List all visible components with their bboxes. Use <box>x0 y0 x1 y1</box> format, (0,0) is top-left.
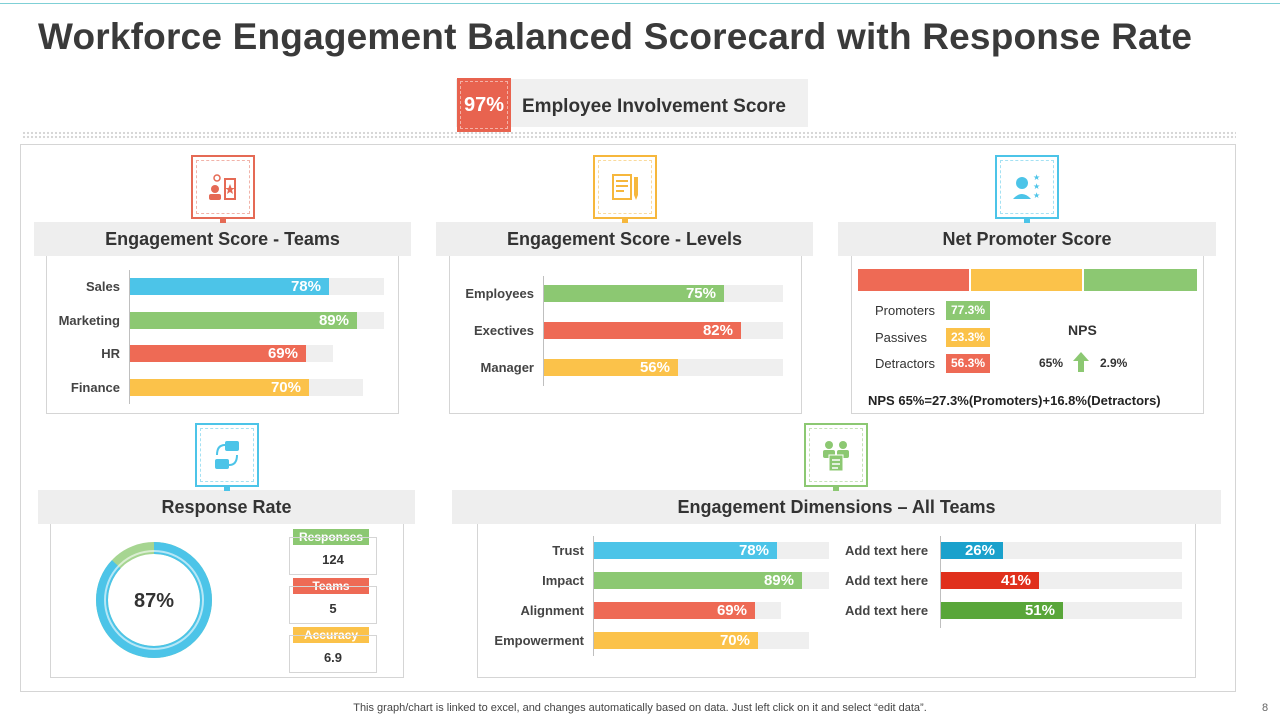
levels-category-label: Manager <box>480 360 534 375</box>
nps-category-value: 23.3% <box>946 327 990 347</box>
dimensions-secondary-bar: 26% <box>941 542 1003 559</box>
dimensions-bar: 89% <box>594 572 802 589</box>
nps-stack-segment <box>858 269 971 291</box>
svg-text:★: ★ <box>1033 182 1040 191</box>
dimensions-bar: 70% <box>594 632 758 649</box>
teams-bar: 78% <box>130 278 329 295</box>
page-title: Workforce Engagement Balanced Scorecard … <box>38 16 1193 57</box>
footer-note: This graph/chart is linked to excel, and… <box>353 702 927 714</box>
scorecard-frame <box>20 144 1236 692</box>
nps-label: NPS <box>1068 322 1097 338</box>
levels-axis <box>543 276 544 386</box>
dimensions-category-label: Empowerment <box>494 633 584 648</box>
nps-category-label: Passives <box>875 329 928 345</box>
dimensions-axis <box>593 536 594 656</box>
teams-bar: 70% <box>130 378 309 396</box>
top-rule <box>0 3 1280 4</box>
involvement-score-label: Employee Involvement Score <box>522 96 786 117</box>
teams-category-label: Marketing <box>58 312 120 328</box>
page-number: 8 <box>1262 702 1269 714</box>
levels-icon-stem <box>622 217 628 223</box>
customer-rating-icon: ★ ★ ★ <box>995 155 1059 219</box>
dimensions-secondary-bar: 51% <box>941 602 1063 619</box>
teams-icon-stem <box>220 217 226 223</box>
teams-value: 5 <box>289 586 377 624</box>
dimensions-secondary-axis <box>940 536 941 628</box>
dimensions-category-label: Trust <box>552 543 584 558</box>
nps-heading: Net Promoter Score <box>838 222 1216 256</box>
nps-formula: NPS 65%=27.3%(Promoters)+16.8%(Detractor… <box>868 393 1161 408</box>
teams-heading: Engagement Score - Teams <box>34 222 411 256</box>
levels-category-label: Employees <box>465 286 534 301</box>
dimensions-secondary-category-label: Add text here <box>845 543 929 558</box>
teams-category-label: Finance <box>70 379 120 395</box>
response-icon-stem <box>224 485 230 491</box>
dimensions-secondary-category-label: Add text here <box>845 573 929 588</box>
document-pen-icon <box>593 155 657 219</box>
donut-center-label: 87% <box>133 590 175 612</box>
nps-category-label: Detractors <box>875 356 935 371</box>
involvement-banner <box>456 79 808 127</box>
levels-bar: 75% <box>544 285 724 302</box>
teams-axis <box>129 270 130 404</box>
nps-stack-segment <box>971 269 1084 291</box>
nps-category-value: 77.3% <box>946 301 990 320</box>
donut-response-arc <box>96 542 212 658</box>
dimensions-secondary-bar: 41% <box>941 572 1039 589</box>
response-heading: Response Rate <box>38 490 415 524</box>
involvement-score-badge: 97% <box>457 78 511 132</box>
levels-bar: 82% <box>544 322 741 339</box>
dimensions-category-label: Impact <box>542 573 584 588</box>
nps-value: 65% <box>1039 356 1064 370</box>
svg-text:★: ★ <box>1033 191 1040 200</box>
nps-category-value: 56.3% <box>946 354 990 373</box>
team-award-icon <box>191 155 255 219</box>
teams-category-label: HR <box>101 346 120 361</box>
teams-bar: 89% <box>130 311 357 329</box>
levels-heading: Engagement Score - Levels <box>436 222 813 256</box>
responses-value: 124 <box>289 537 377 575</box>
dimensions-bar: 78% <box>594 542 777 559</box>
nps-icon-stem <box>1024 217 1030 223</box>
chat-exchange-icon <box>195 423 259 487</box>
dotted-divider <box>22 131 1236 139</box>
dimensions-icon-stem <box>833 485 839 491</box>
up-arrow-icon <box>1073 352 1089 372</box>
team-document-icon <box>804 423 868 487</box>
teams-category-label: Sales <box>86 279 120 294</box>
teams-bar: 69% <box>130 345 306 362</box>
levels-bar: 56% <box>544 359 678 376</box>
dimensions-category-label: Alignment <box>520 603 584 618</box>
dimensions-secondary-category-label: Add text here <box>845 603 929 618</box>
accuracy-value: 6.9 <box>289 635 377 673</box>
levels-category-label: Exectives <box>474 323 534 338</box>
dimensions-bar: 69% <box>594 602 755 619</box>
svg-text:★: ★ <box>1033 173 1040 182</box>
dimensions-heading: Engagement Dimensions – All Teams <box>452 490 1221 524</box>
nps-category-label: Promoters <box>875 303 935 318</box>
nps-stack-segment <box>1084 269 1197 291</box>
nps-change: 2.9% <box>1100 356 1128 370</box>
response-donut <box>96 542 212 658</box>
